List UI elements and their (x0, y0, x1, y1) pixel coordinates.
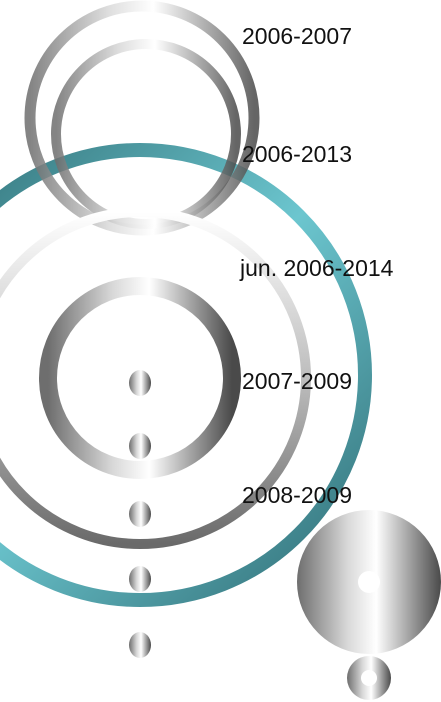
period-label: 2007-2009 (242, 368, 352, 394)
period-label: 2006-2013 (242, 141, 352, 167)
ring (56, 44, 236, 224)
period-label: 2006-2007 (242, 23, 352, 49)
period-label: 2008-2009 (242, 482, 352, 508)
dot (129, 433, 151, 459)
decoration (0, 6, 441, 700)
dot (129, 370, 151, 396)
dot (129, 632, 151, 658)
period-label: jun. 2006-2014 (239, 255, 394, 281)
page: 2006-2007 2006-2013 jun. 2006-2014 2007-… (0, 0, 441, 702)
dot (129, 566, 151, 592)
disc-hole (358, 571, 380, 593)
dot (129, 501, 151, 527)
graphic: 2006-2007 2006-2013 jun. 2006-2014 2007-… (0, 0, 441, 702)
disc-hole (361, 670, 377, 686)
